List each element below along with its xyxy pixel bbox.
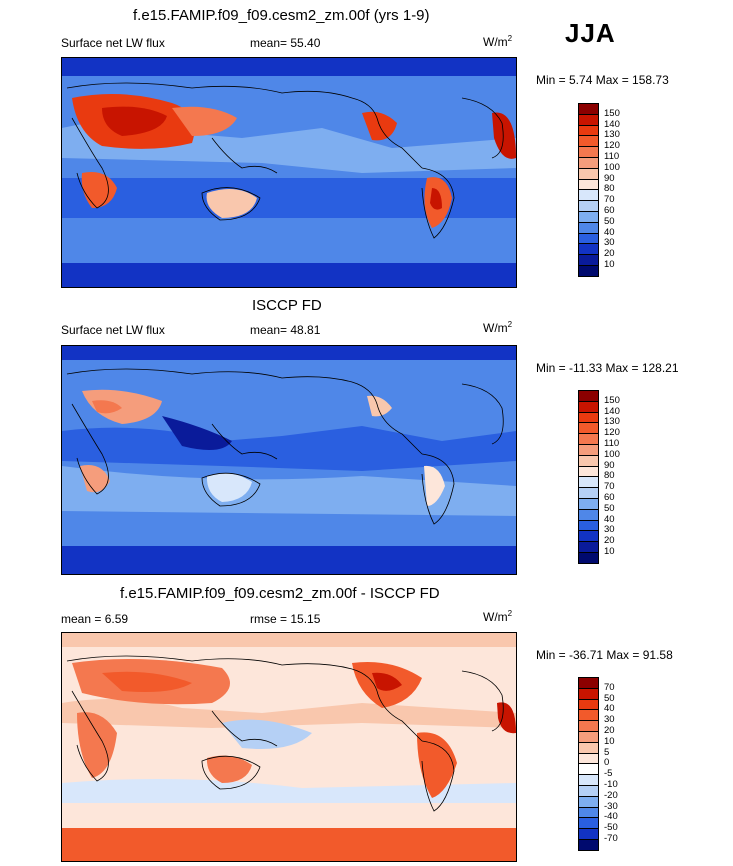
- colorbar-tick-label: 150: [604, 107, 620, 119]
- colorbar-tick-label: 40: [604, 226, 615, 238]
- mean-label: mean=: [250, 323, 288, 337]
- minmax-label: Min = 5.74 Max = 158.73: [536, 73, 669, 87]
- diff-mean-label: mean = 6.59: [61, 612, 129, 626]
- colorbar-tick-label: -5: [604, 768, 613, 780]
- colorbar-tick-label: -30: [604, 800, 618, 812]
- panel-title: ISCCP FD: [252, 297, 322, 314]
- colorbar-tick-label: 70: [604, 481, 615, 493]
- colorbar-tick-label: 80: [604, 470, 615, 482]
- colorbar-tick-label: 10: [604, 546, 615, 557]
- map-panel-model: [61, 57, 517, 288]
- colorbar-tick-label: 70: [604, 681, 615, 693]
- units-label: W/m2: [483, 320, 513, 335]
- colorbar-tick-label: -20: [604, 789, 618, 801]
- colorbar-swatch: [578, 839, 599, 851]
- colorbar-tick-label: -70: [604, 833, 618, 844]
- colorbar-tick-label: 40: [604, 703, 615, 715]
- variable-label: Surface net LW flux: [61, 36, 165, 50]
- colorbar-tick-label: 0: [604, 757, 610, 769]
- colorbar-tick-label: -50: [604, 822, 618, 834]
- units-label: W/m2: [483, 609, 513, 624]
- colorbar-tick-label: 30: [604, 714, 615, 726]
- colorbar-tick-label: 20: [604, 535, 615, 547]
- map-panel-obs: [61, 345, 517, 575]
- colorbar-tick-label: 60: [604, 492, 615, 503]
- colorbar-tick-label: 140: [604, 118, 620, 130]
- season-label: JJA: [565, 18, 616, 48]
- colorbar-tick-label: 60: [604, 205, 615, 216]
- colorbar-swatch: [578, 265, 599, 277]
- mean-value: 48.81: [290, 323, 321, 337]
- colorbar-tick-label: 30: [604, 524, 615, 536]
- colorbar-tick-label: 5: [604, 746, 610, 758]
- colorbar-tick-label: 130: [604, 129, 620, 141]
- colorbar-tick-label: 30: [604, 237, 615, 249]
- colorbar-tick-label: -40: [604, 811, 618, 823]
- colorbar-tick-label: 40: [604, 513, 615, 525]
- variable-label: Surface net LW flux: [61, 323, 165, 337]
- colorbar-tick-label: 50: [604, 502, 615, 514]
- mean-stat: mean= 48.81: [250, 323, 320, 337]
- colorbar-tick-label: 120: [604, 140, 620, 152]
- colorbar-tick-label: 80: [604, 183, 615, 195]
- minmax-label: Min = -11.33 Max = 128.21: [536, 361, 679, 375]
- colorbar-tick-label: 100: [604, 448, 620, 460]
- map-panel-diff: [61, 632, 517, 862]
- minmax-label: Min = -36.71 Max = 91.58: [536, 648, 673, 662]
- colorbar-tick-label: 100: [604, 161, 620, 173]
- colorbar-tick-label: 150: [604, 394, 620, 406]
- colorbar-tick-label: 120: [604, 427, 620, 439]
- colorbar-tick-label: 10: [604, 735, 615, 747]
- colorbar-tick-label: 110: [604, 151, 620, 162]
- panel-title: f.e15.FAMIP.f09_f09.cesm2_zm.00f (yrs 1-…: [133, 7, 430, 24]
- colorbar-tick-label: 130: [604, 416, 620, 428]
- mean-stat: mean= 55.40: [250, 36, 320, 50]
- rmse-label: rmse =: [250, 612, 288, 626]
- rmse-stat: rmse = 15.15: [250, 612, 320, 626]
- colorbar-tick-label: 90: [604, 172, 615, 184]
- colorbar-tick-label: 10: [604, 259, 615, 270]
- panel-title: f.e15.FAMIP.f09_f09.cesm2_zm.00f - ISCCP…: [120, 585, 440, 602]
- colorbar-tick-label: 90: [604, 459, 615, 471]
- units-label: W/m2: [483, 34, 513, 49]
- colorbar-tick-label: 50: [604, 215, 615, 227]
- colorbar-tick-label: 140: [604, 405, 620, 417]
- colorbar-tick-label: 20: [604, 725, 615, 736]
- colorbar-swatch: [578, 552, 599, 564]
- mean-value: 55.40: [290, 36, 321, 50]
- colorbar-tick-label: 50: [604, 692, 615, 704]
- colorbar-tick-label: 110: [604, 438, 620, 449]
- rmse-value: 15.15: [290, 612, 321, 626]
- mean-label: mean=: [250, 36, 288, 50]
- colorbar-tick-label: 70: [604, 194, 615, 206]
- colorbar-tick-label: 20: [604, 248, 615, 260]
- colorbar-tick-label: -10: [604, 779, 618, 790]
